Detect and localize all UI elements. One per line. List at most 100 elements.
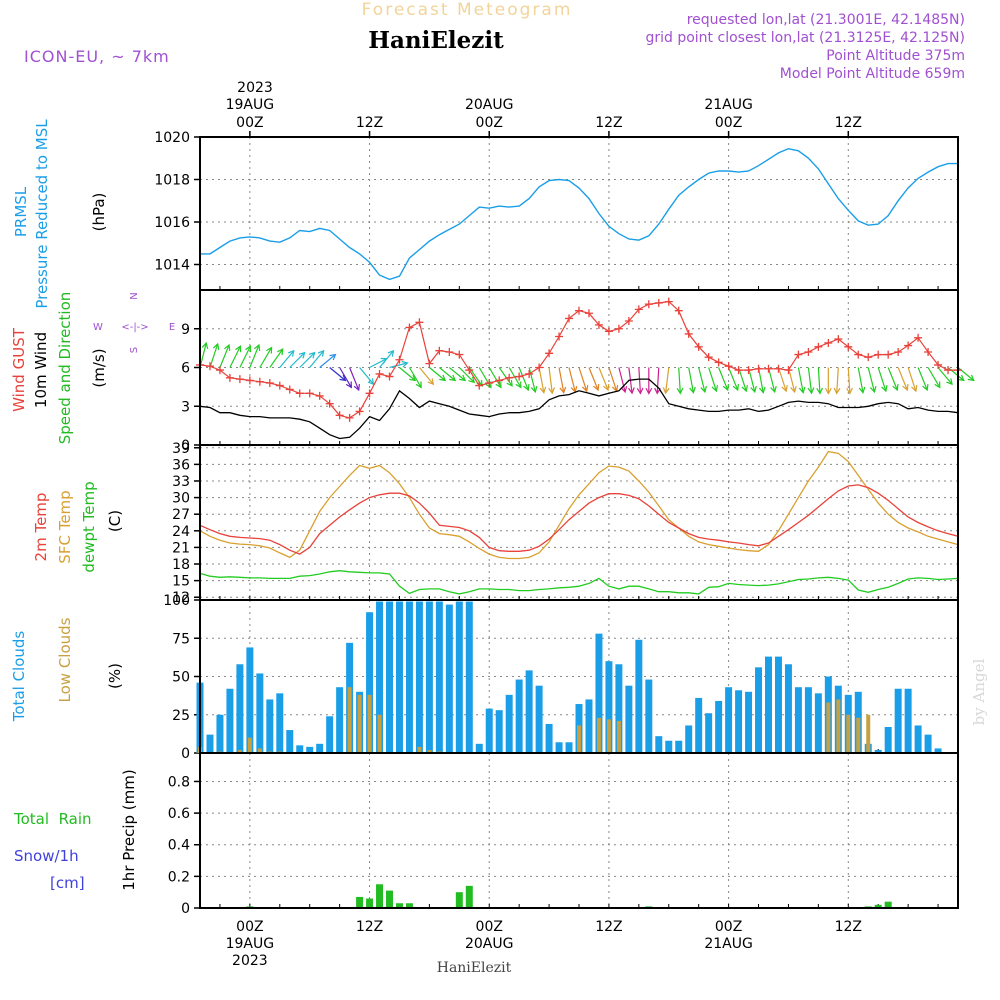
low-cloud-bar bbox=[606, 719, 611, 753]
wind-panel: 0 3 6 9 bbox=[181, 289, 975, 454]
gust-point bbox=[575, 306, 583, 315]
wind-arrow-shaft bbox=[418, 367, 434, 385]
y-tick-label: 24 bbox=[172, 524, 190, 540]
wind-arrow-head bbox=[353, 383, 360, 392]
gust-point bbox=[525, 369, 534, 378]
total-cloud-bar bbox=[366, 612, 374, 753]
gust-point bbox=[335, 411, 344, 420]
dewpt-label: dewpt Temp bbox=[80, 481, 98, 572]
precip-labels: Total Rain Snow/1h [cm] 1hr Precip (mm) bbox=[13, 769, 138, 892]
total-cloud-bar bbox=[565, 742, 573, 753]
wind-arrow-shaft bbox=[867, 367, 876, 393]
panel-frame bbox=[199, 752, 959, 909]
y-tick-label: 1014 bbox=[154, 258, 190, 274]
low-cloud-bar bbox=[247, 737, 252, 753]
snow-label: Snow/1h bbox=[14, 847, 79, 865]
total-cloud-bar bbox=[395, 601, 403, 753]
wind-arrow-head bbox=[846, 387, 853, 395]
y-tick-label: 50 bbox=[172, 670, 190, 686]
total-cloud-bar bbox=[306, 746, 314, 753]
gust-point bbox=[275, 381, 284, 390]
wind-arrow-shaft bbox=[379, 350, 394, 368]
wind-arrow-head bbox=[593, 383, 600, 392]
wind-arrow-head bbox=[758, 386, 766, 394]
total-cloud-bar bbox=[814, 693, 822, 753]
total-cloud-bar bbox=[735, 690, 743, 753]
wind-arrow-head bbox=[967, 374, 975, 382]
wind-arrow-head bbox=[235, 345, 242, 353]
wind-arrow-head bbox=[387, 349, 395, 357]
low-cloud-bar bbox=[616, 720, 621, 753]
y-tick-label: 1020 bbox=[154, 130, 190, 146]
total-cloud-bar bbox=[585, 699, 593, 753]
bottom-axis-label: 20AUG bbox=[465, 936, 514, 952]
wind-arrow-shaft bbox=[698, 367, 706, 393]
total-cloud-bar bbox=[386, 601, 393, 753]
wind-arrow-head bbox=[409, 374, 417, 382]
wind-arrow-head bbox=[367, 378, 375, 386]
total-cloud-bar bbox=[246, 647, 254, 753]
gust-point bbox=[505, 373, 514, 382]
point-altitude: Point Altitude 375m bbox=[826, 48, 965, 64]
total-cloud-bar bbox=[914, 725, 922, 753]
gust-label: Wind GUST bbox=[10, 327, 28, 412]
cloud-labels: Total Clouds Low Clouds (%) bbox=[10, 617, 124, 722]
y-tick-label: 0 bbox=[181, 746, 190, 762]
cloud-unit-label: (%) bbox=[106, 663, 124, 689]
bottom-axis-label: 19AUG bbox=[226, 936, 275, 952]
wind-arrow-shaft bbox=[757, 367, 764, 393]
wind-arrow-head bbox=[329, 353, 337, 361]
gust-point bbox=[445, 348, 454, 356]
wind-arrow-head bbox=[523, 383, 530, 392]
total-cloud-bar bbox=[894, 688, 902, 753]
wind-arrow-head bbox=[298, 351, 306, 359]
low-cloud-bar bbox=[836, 699, 841, 753]
total-cloud-bar bbox=[515, 679, 523, 753]
wind-arrow-shaft bbox=[708, 367, 717, 392]
wind-arrow-head bbox=[620, 385, 628, 394]
wind-arrow-head bbox=[495, 381, 502, 389]
low-cloud-bar bbox=[257, 748, 262, 753]
y-tick-label: 36 bbox=[172, 457, 190, 473]
wind-arrow-shaft bbox=[548, 367, 553, 394]
total-cloud-bar bbox=[326, 716, 334, 753]
total-cloud-bar bbox=[525, 670, 533, 753]
y-tick-label: 0 bbox=[181, 438, 190, 454]
wind-arrow-shaft bbox=[927, 367, 941, 388]
gust-point bbox=[565, 314, 574, 323]
wind-arrow-shaft bbox=[777, 367, 787, 392]
gust-point bbox=[285, 385, 294, 394]
y-tick-label: 39 bbox=[172, 441, 190, 457]
total-clouds-label: Total Clouds bbox=[10, 631, 28, 723]
wind-arrow-head bbox=[603, 383, 610, 392]
compass-e: E bbox=[169, 322, 175, 333]
gust-point bbox=[545, 349, 554, 358]
wind-labels: Wind GUST 10m Wind Speed and Direction (… bbox=[10, 292, 175, 445]
total-cloud-bar bbox=[685, 725, 693, 753]
wind-arrow-shaft bbox=[408, 367, 422, 388]
wind-arrow-shaft bbox=[578, 367, 588, 392]
wind-arrow-shaft bbox=[518, 367, 529, 391]
gust-point bbox=[225, 373, 234, 382]
gust-point bbox=[734, 366, 743, 375]
wind-arrow-shaft bbox=[718, 367, 729, 391]
wind-arrow-head bbox=[892, 383, 899, 392]
wind10-label: 10m Wind bbox=[32, 332, 50, 408]
y-tick-label: 6 bbox=[181, 361, 190, 377]
gust-point bbox=[325, 399, 334, 408]
gust-point bbox=[205, 362, 214, 371]
gust-point bbox=[724, 362, 733, 371]
wind-arrow-head bbox=[224, 343, 231, 352]
top-year-label: 2023 bbox=[237, 80, 273, 96]
low-cloud-bar bbox=[417, 746, 422, 753]
gust-point bbox=[365, 389, 374, 398]
gust-point bbox=[764, 364, 773, 373]
grid-point-coords: grid point closest lon,lat (21.3125E, 42… bbox=[645, 30, 965, 46]
compass-ud: <-|-> bbox=[121, 322, 148, 333]
top-axis-label: 00Z bbox=[715, 115, 742, 131]
wind-arrow-head bbox=[689, 386, 696, 394]
credit-watermark: by Angel bbox=[970, 658, 988, 725]
wind-arrow-head bbox=[201, 341, 209, 350]
wind-arrow-shaft bbox=[239, 345, 251, 368]
